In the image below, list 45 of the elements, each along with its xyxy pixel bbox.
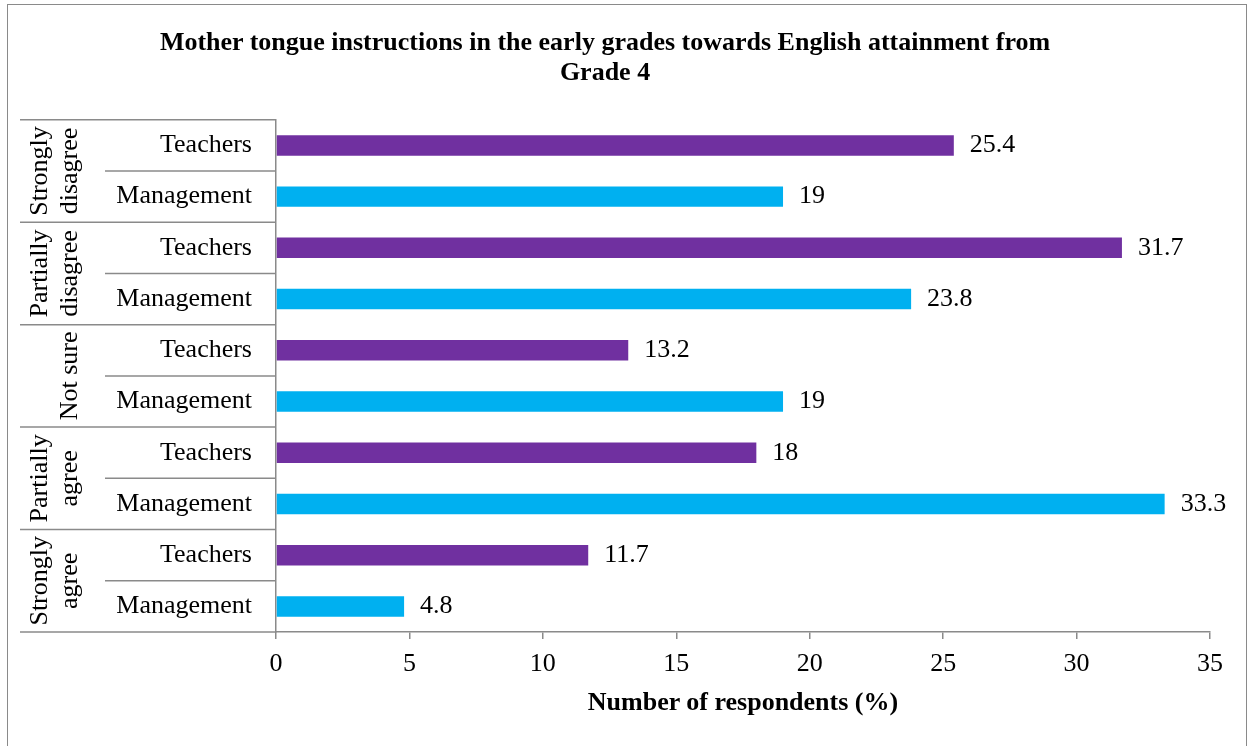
x-tick-label: 30 — [1063, 648, 1090, 678]
x-tick-label: 20 — [796, 648, 823, 678]
bar — [276, 340, 629, 361]
text: Management — [116, 590, 252, 620]
data-label: 23.8 — [927, 282, 973, 312]
x-tick-label: 15 — [663, 648, 690, 678]
x-tick-label: 0 — [269, 648, 283, 678]
text: Management — [116, 385, 252, 415]
text: Teachers — [159, 334, 252, 364]
series-label: Teachers — [159, 129, 252, 159]
data-label: 19 — [799, 180, 826, 210]
data-label: 18 — [772, 436, 799, 466]
y-tick-label: Not sure — [53, 331, 83, 421]
data-label: 11.7 — [604, 539, 649, 568]
data-label: 31.7 — [1137, 231, 1184, 261]
bar — [276, 493, 1165, 515]
x-tick-label: 5 — [402, 648, 416, 678]
bar — [276, 442, 757, 463]
x-tick-label: 10 — [529, 648, 556, 678]
y-tick-label: Strongly agree — [23, 535, 83, 626]
data-label: 4.8 — [420, 590, 453, 620]
series-label: Management — [116, 180, 253, 210]
y-tick-label: Strongly disagree — [23, 126, 83, 216]
bar — [276, 288, 912, 310]
bar — [276, 544, 589, 566]
text: Teachers — [159, 436, 252, 466]
data-label: 33.3 — [1180, 487, 1227, 517]
bar — [276, 237, 1122, 259]
chart-title: Mother tongue instructions in the early grades towards English attainment from Grade 4 — [159, 26, 1051, 86]
bar — [276, 135, 954, 156]
bar — [276, 596, 405, 617]
text: Management — [116, 487, 252, 517]
text: Teachers — [159, 539, 252, 568]
data-label: 25.4 — [969, 129, 1016, 159]
bar — [276, 186, 784, 207]
y-tick-label: Partially agree — [23, 434, 83, 523]
text: Management — [116, 282, 252, 312]
data-label: 13.2 — [644, 334, 690, 364]
x-tick-label: 35 — [1197, 648, 1223, 678]
x-axis-title: Number of respondents (%) — [587, 687, 899, 717]
x-tick-label: 25 — [930, 648, 957, 678]
y-tick-label: Partially disagree — [23, 229, 83, 318]
text: Teachers — [159, 231, 252, 261]
bar — [276, 391, 784, 412]
data-label: 19 — [799, 385, 826, 415]
